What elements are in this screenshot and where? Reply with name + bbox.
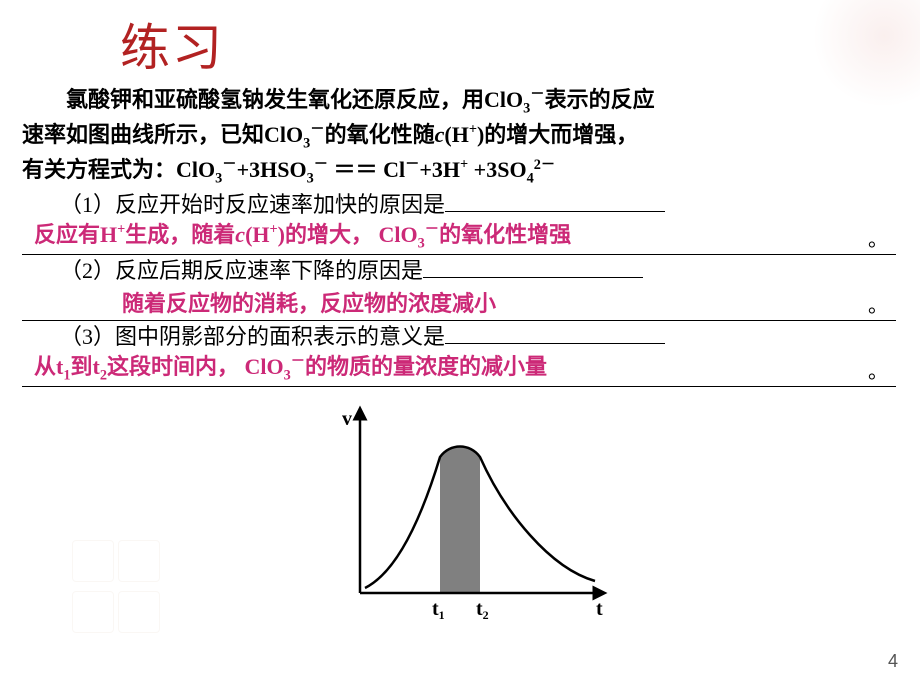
- answer-3: 从t1到t2这段时间内， ClO3－的物质的量浓度的减小量: [34, 349, 547, 384]
- answer-3-row: 从t1到t2这段时间内， ClO3－的物质的量浓度的减小量 。: [22, 353, 896, 387]
- period: 。: [868, 223, 888, 252]
- answer-2-row: 随着反应物的消耗，反应物的浓度减小 。: [22, 287, 896, 321]
- formula-h-plus: (H+: [444, 122, 477, 147]
- text: 的氧化性随: [325, 122, 435, 147]
- formula-clo3: ClO3－: [264, 122, 325, 147]
- blank-line: [423, 256, 643, 278]
- text: 速率如图曲线所示，已知: [22, 122, 264, 147]
- blank-line: [445, 190, 665, 212]
- text: 表示的反应: [545, 87, 655, 112]
- q1-prompt: （1）反应开始时反应速率加快的原因是: [60, 192, 445, 217]
- rate-curve-graph: v t t1 t2: [0, 393, 920, 628]
- text: 有关方程式为：: [22, 157, 176, 182]
- text: )的增大而增强，: [477, 122, 638, 147]
- svg-text:t1: t1: [432, 598, 445, 622]
- graph-svg: v t t1 t2: [300, 393, 620, 623]
- period: 。: [868, 355, 888, 384]
- question-2: （2）反应后期反应速率下降的原因是: [0, 255, 920, 287]
- formula-clo3: ClO3－: [484, 87, 545, 112]
- problem-statement: 氯酸钾和亚硫酸氢钠发生氧化还原反应，用ClO3－表示的反应 速率如图曲线所示，已…: [0, 84, 920, 189]
- page-title: 练习: [0, 0, 920, 84]
- page-number: 4: [888, 651, 898, 672]
- q2-prompt: （2）反应后期反应速率下降的原因是: [60, 258, 423, 283]
- svg-text:t: t: [596, 598, 603, 620]
- svg-text:t2: t2: [476, 598, 489, 622]
- period: 。: [868, 289, 888, 318]
- q3-prompt: （3）图中阴影部分的面积表示的意义是: [60, 324, 445, 349]
- answer-1: 反应有H+生成，随着c(H+)的增大， ClO3－的氧化性增强: [34, 217, 571, 252]
- svg-text:v: v: [342, 408, 352, 430]
- blank-line: [445, 322, 665, 344]
- equation: ClO3－+3HSO3－ ＝＝ Cl－+3H+ +3SO42－: [176, 157, 555, 182]
- text: 氯酸钾和亚硫酸氢钠发生氧化还原反应，用: [66, 87, 484, 112]
- answer-2: 随着反应物的消耗，反应物的浓度减小: [122, 286, 496, 318]
- var-c: c: [435, 122, 445, 147]
- answer-1-row: 反应有H+生成，随着c(H+)的增大， ClO3－的氧化性增强 。: [22, 221, 896, 255]
